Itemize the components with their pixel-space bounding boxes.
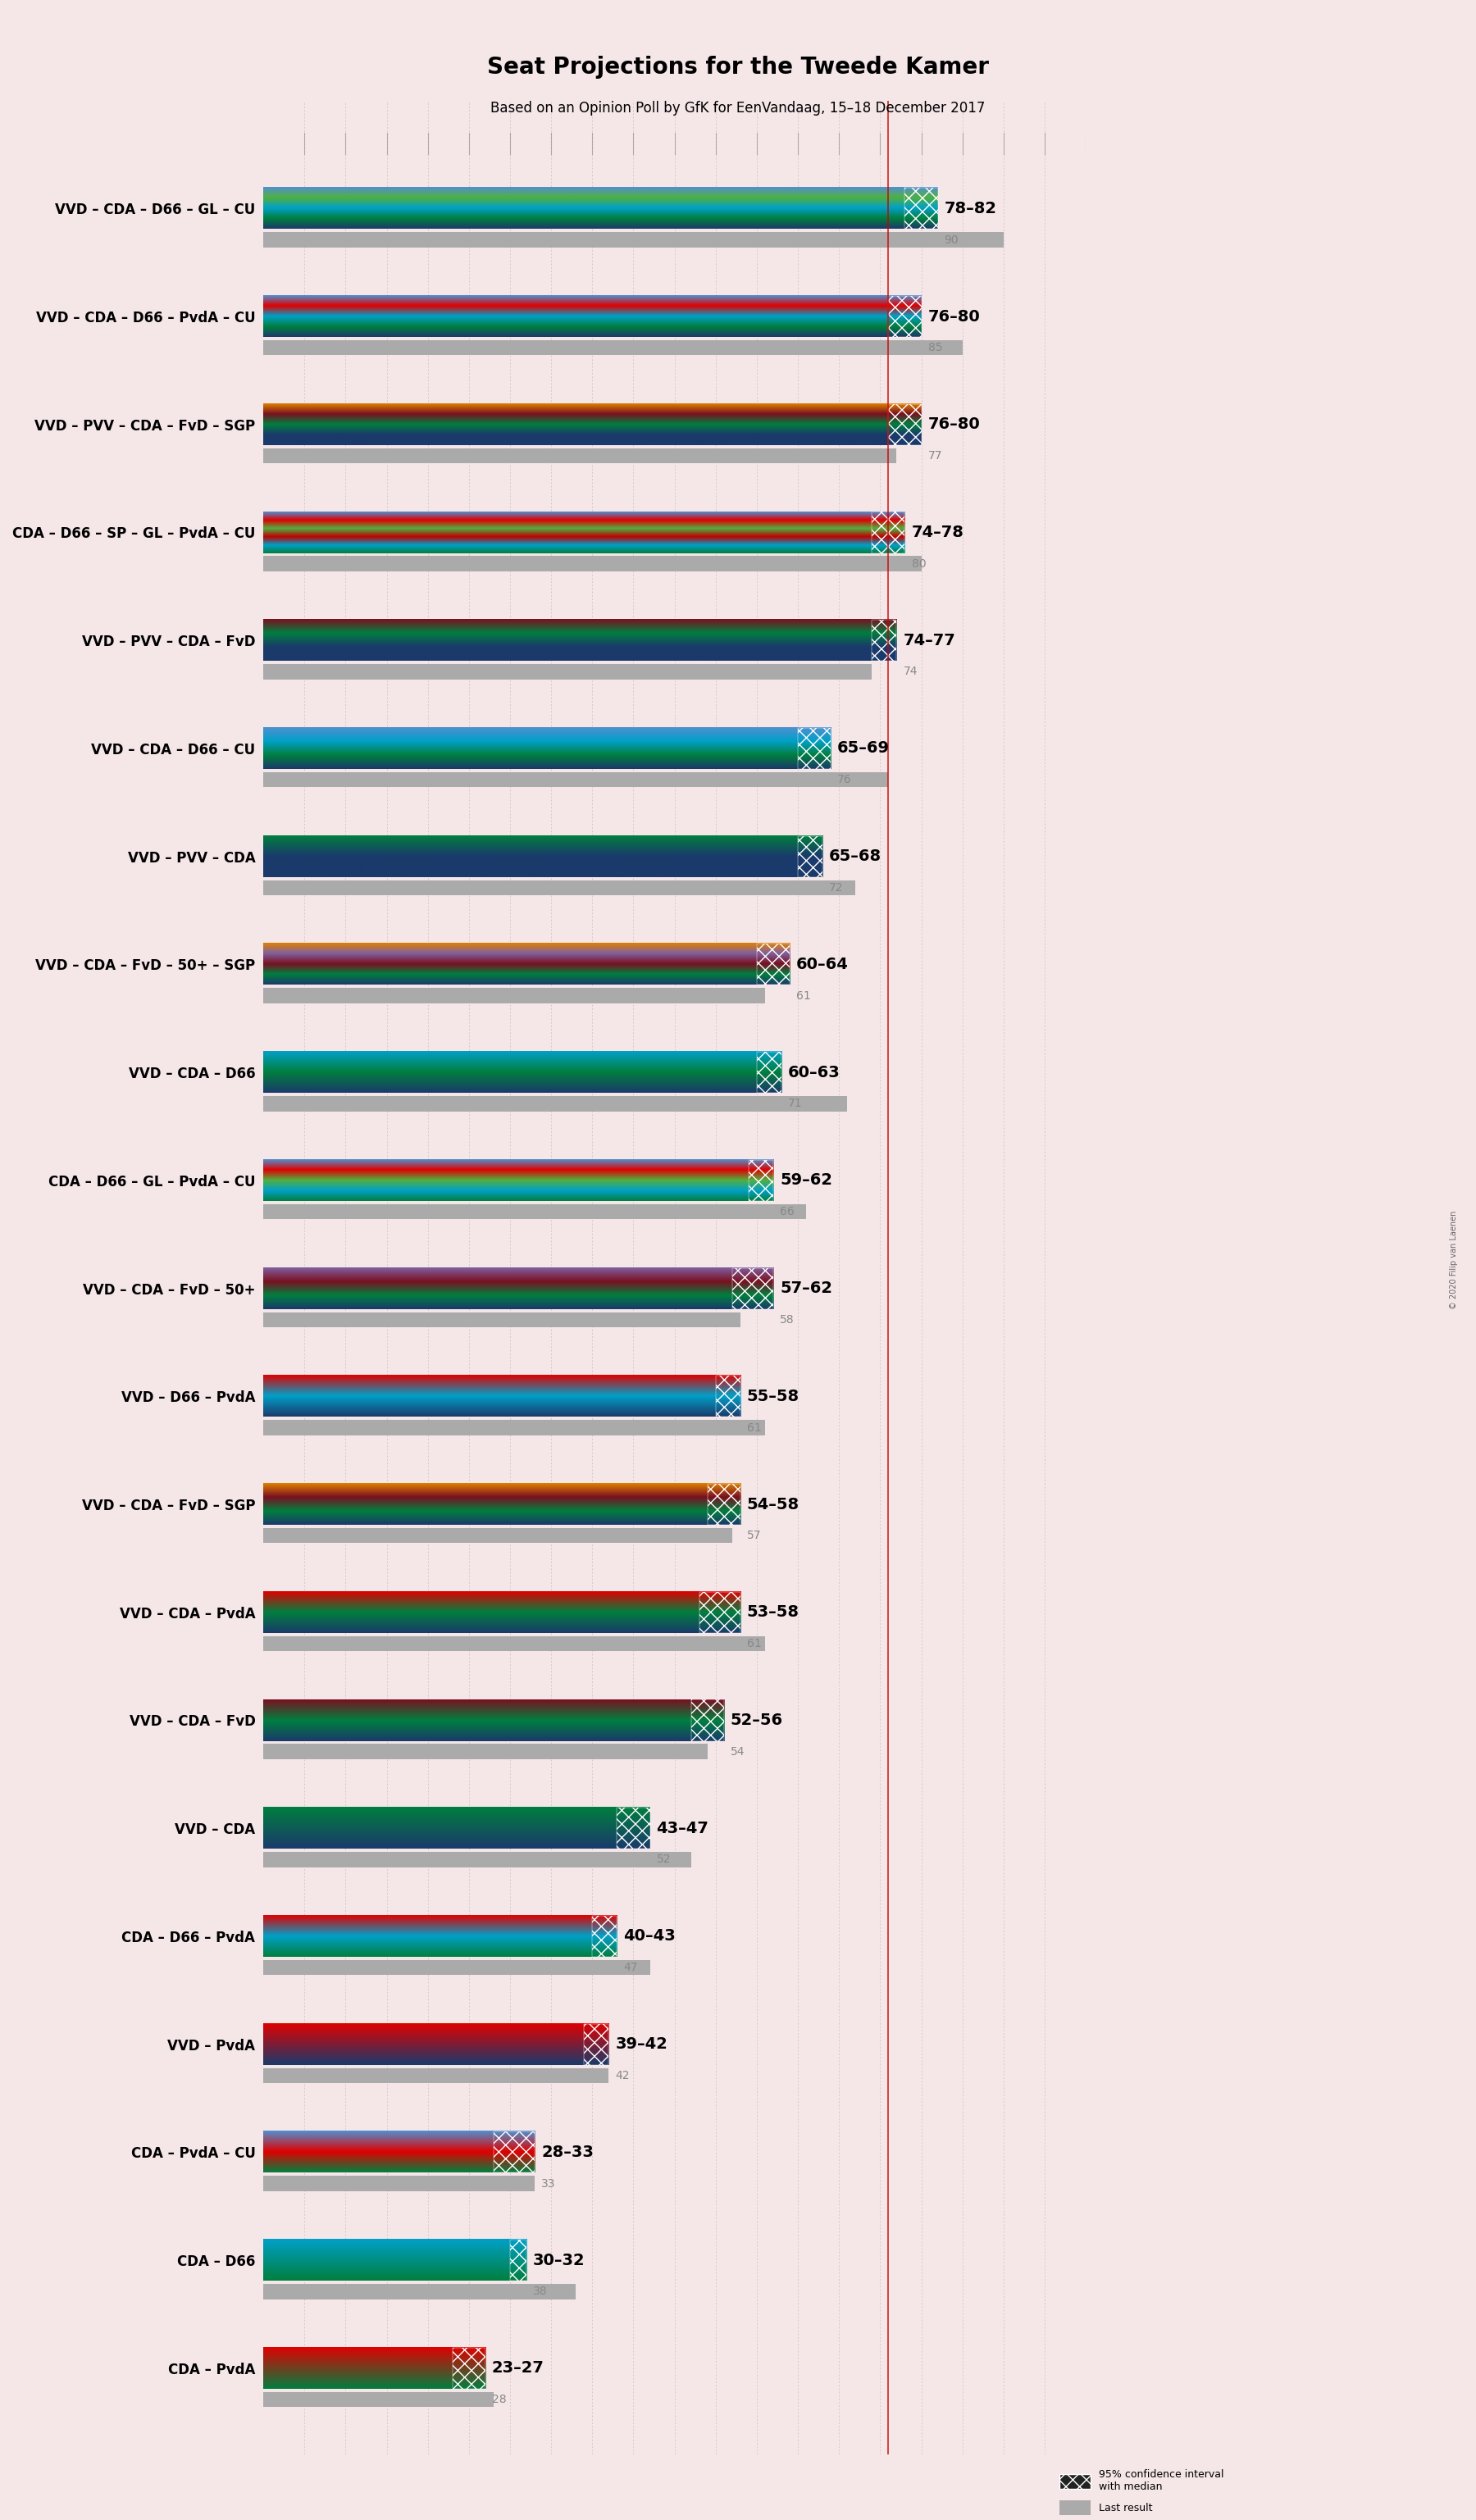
Text: 53–58: 53–58 <box>747 1605 800 1620</box>
Bar <box>872 620 896 660</box>
Text: 60–64: 60–64 <box>796 958 849 973</box>
Bar <box>905 189 937 229</box>
Bar <box>263 1527 732 1542</box>
Text: 78–82: 78–82 <box>945 202 996 217</box>
Bar <box>263 340 962 355</box>
Text: 65–69: 65–69 <box>837 741 890 756</box>
Text: 57–62: 57–62 <box>779 1280 832 1295</box>
Text: Based on an Opinion Poll by GfK for EenVandaag, 15–18 December 2017: Based on an Opinion Poll by GfK for EenV… <box>490 101 986 116</box>
Bar <box>493 2132 534 2172</box>
Bar <box>263 1961 649 1976</box>
Bar <box>263 665 872 680</box>
Text: © 2020 Filip van Laenen: © 2020 Filip van Laenen <box>1449 1210 1458 1310</box>
Bar <box>263 1096 847 1111</box>
Text: 58: 58 <box>779 1313 794 1326</box>
Text: 33: 33 <box>542 2177 555 2190</box>
Text: 47: 47 <box>623 1963 638 1973</box>
Text: 57: 57 <box>747 1530 762 1542</box>
Bar <box>263 771 889 786</box>
Bar <box>799 837 822 877</box>
Bar <box>691 1701 723 1741</box>
Text: 55–58: 55–58 <box>747 1389 800 1404</box>
Text: 28–33: 28–33 <box>542 2145 593 2160</box>
Text: 54: 54 <box>731 1746 745 1756</box>
Text: 42: 42 <box>615 2069 630 2082</box>
Text: 30–32: 30–32 <box>533 2253 586 2268</box>
Bar <box>263 232 1004 247</box>
Bar <box>263 879 856 895</box>
Text: 54–58: 54–58 <box>747 1497 800 1512</box>
Bar <box>584 2024 608 2064</box>
Bar <box>263 2069 608 2084</box>
Bar <box>592 1915 617 1958</box>
Bar <box>263 2391 493 2407</box>
Text: 74–77: 74–77 <box>903 633 955 648</box>
Text: 61: 61 <box>796 990 810 1000</box>
Text: 61: 61 <box>747 1421 762 1434</box>
Text: 43–47: 43–47 <box>657 1819 708 1837</box>
Bar <box>263 1852 691 1867</box>
Legend: 95% confidence interval
with median, Last result: 95% confidence interval with median, Las… <box>1054 2465 1228 2520</box>
Bar <box>872 512 905 552</box>
Bar <box>700 1593 741 1633</box>
Text: 74–78: 74–78 <box>912 524 964 539</box>
Text: Seat Projections for the Tweede Kamer: Seat Projections for the Tweede Kamer <box>487 55 989 78</box>
Bar <box>757 1051 781 1094</box>
Bar <box>732 1268 773 1308</box>
Bar <box>263 1635 765 1651</box>
Bar <box>263 557 921 572</box>
Text: 40–43: 40–43 <box>623 1928 676 1943</box>
Bar <box>263 2175 534 2190</box>
Text: 23–27: 23–27 <box>492 2361 545 2376</box>
Bar <box>263 1744 707 1759</box>
Text: 66: 66 <box>779 1207 794 1217</box>
Bar <box>263 1205 806 1220</box>
Bar <box>263 1421 765 1436</box>
Bar <box>263 1313 741 1328</box>
Bar <box>748 1159 773 1202</box>
Bar <box>263 2283 576 2298</box>
Bar <box>799 728 831 769</box>
Bar <box>511 2240 527 2281</box>
Text: 60–63: 60–63 <box>788 1063 840 1081</box>
Text: 72: 72 <box>830 882 843 895</box>
Bar <box>757 945 790 985</box>
Bar <box>453 2349 486 2389</box>
Text: 74: 74 <box>903 665 918 678</box>
Text: 80: 80 <box>912 557 925 570</box>
Text: 71: 71 <box>788 1099 803 1109</box>
Bar <box>889 295 921 338</box>
Text: 85: 85 <box>928 343 942 353</box>
Text: 65–68: 65–68 <box>830 849 881 864</box>
Text: 52: 52 <box>657 1855 670 1865</box>
Text: 76–80: 76–80 <box>928 416 980 433</box>
Bar <box>707 1484 741 1525</box>
Text: 38: 38 <box>533 2286 548 2298</box>
Bar <box>617 1807 649 1850</box>
Bar <box>716 1376 741 1416</box>
Text: 76–80: 76–80 <box>928 307 980 325</box>
Text: 52–56: 52–56 <box>731 1714 784 1729</box>
Text: 90: 90 <box>945 234 959 244</box>
Bar <box>889 403 921 446</box>
Text: 28: 28 <box>492 2394 506 2404</box>
Text: 61: 61 <box>747 1638 762 1651</box>
Bar <box>263 988 765 1003</box>
Bar <box>263 449 896 464</box>
Text: 77: 77 <box>928 451 942 461</box>
Text: 76: 76 <box>837 774 852 786</box>
Text: 59–62: 59–62 <box>779 1172 832 1187</box>
Text: 39–42: 39–42 <box>615 2036 667 2051</box>
